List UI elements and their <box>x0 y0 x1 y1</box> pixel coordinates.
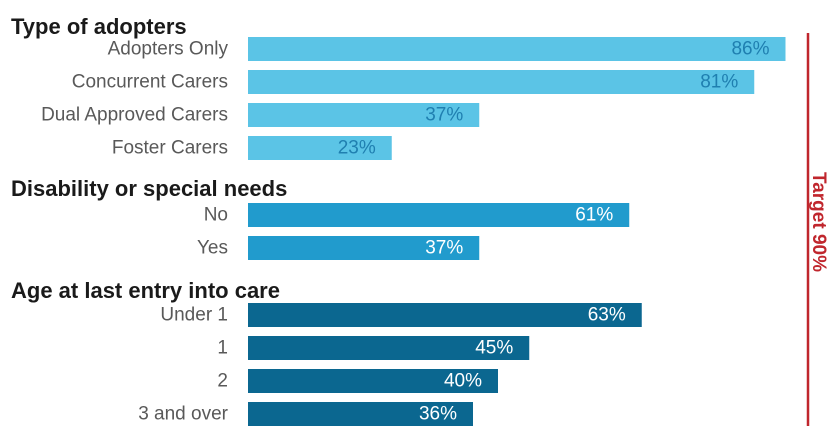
bar <box>248 136 392 160</box>
bar <box>248 236 480 260</box>
data-label: 37% <box>425 238 463 259</box>
category-label: 3 and over <box>138 404 228 425</box>
category-label: 2 <box>217 371 228 392</box>
data-label: 40% <box>444 371 482 392</box>
bar <box>248 336 530 360</box>
data-label: 81% <box>700 72 738 93</box>
bar <box>248 70 755 94</box>
bar <box>248 369 498 393</box>
bar <box>248 37 786 61</box>
bar <box>248 103 480 127</box>
category-label: Dual Approved Carers <box>41 105 228 126</box>
category-label: Yes <box>197 238 228 259</box>
category-label: Adopters Only <box>108 39 229 60</box>
group-title: Age at last entry into care <box>11 278 280 303</box>
category-label: 1 <box>217 338 228 359</box>
data-label: 37% <box>425 105 463 126</box>
data-label: 61% <box>575 205 613 226</box>
group-title: Type of adopters <box>11 14 187 39</box>
data-label: 23% <box>338 138 376 159</box>
group-title: Disability or special needs <box>11 176 287 201</box>
data-label: 86% <box>731 39 769 60</box>
data-label: 45% <box>475 338 513 359</box>
bar <box>248 203 630 227</box>
bar <box>248 402 473 426</box>
bar <box>248 303 642 327</box>
category-label: Foster Carers <box>112 138 228 159</box>
category-label: Under 1 <box>160 305 228 326</box>
data-label: 36% <box>419 404 457 425</box>
data-label: 63% <box>588 305 626 326</box>
target-label: Target 90% <box>808 172 829 272</box>
category-label: Concurrent Carers <box>72 72 228 93</box>
category-label: No <box>204 205 228 226</box>
